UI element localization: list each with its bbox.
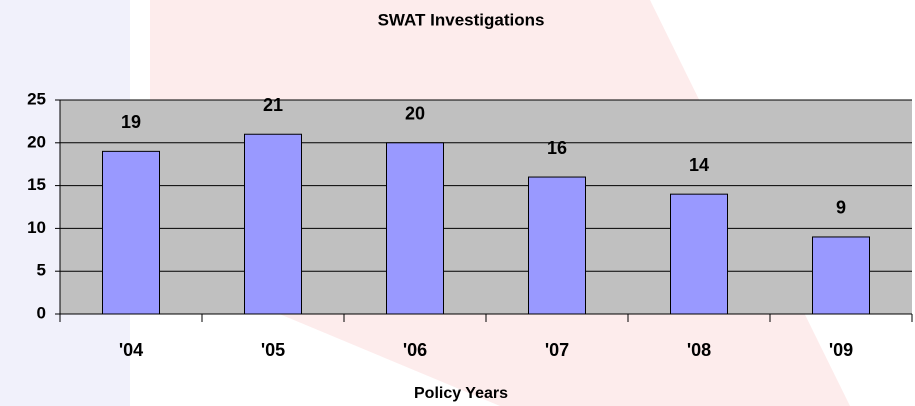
bar xyxy=(670,193,728,315)
data-label: 16 xyxy=(547,138,567,158)
data-label: 20 xyxy=(405,104,425,124)
bar xyxy=(812,236,870,315)
plot-background xyxy=(60,100,912,314)
bar xyxy=(386,142,444,315)
x-tick-label: '05 xyxy=(261,340,285,360)
bar xyxy=(528,176,586,315)
x-tick-label: '06 xyxy=(403,340,427,360)
data-label: 21 xyxy=(263,95,283,115)
bar xyxy=(102,150,160,315)
bar xyxy=(244,133,302,315)
x-tick-label: '04 xyxy=(119,340,143,360)
y-tick-label: 10 xyxy=(27,218,46,237)
x-tick-label: '07 xyxy=(545,340,569,360)
plot-area xyxy=(60,100,912,314)
data-label: 19 xyxy=(121,112,141,132)
chart-title: SWAT Investigations xyxy=(378,10,545,29)
y-tick-label: 15 xyxy=(27,175,46,194)
y-tick-label: 20 xyxy=(27,132,46,151)
y-tick-label: 5 xyxy=(37,261,46,280)
x-axis-title: Policy Years xyxy=(414,385,508,402)
x-tick-label: '09 xyxy=(829,340,853,360)
x-tick-label: '08 xyxy=(687,340,711,360)
y-tick-label: 25 xyxy=(27,89,46,108)
y-tick-label: 0 xyxy=(37,303,46,322)
data-label: 9 xyxy=(836,198,846,218)
data-label: 14 xyxy=(689,155,709,175)
